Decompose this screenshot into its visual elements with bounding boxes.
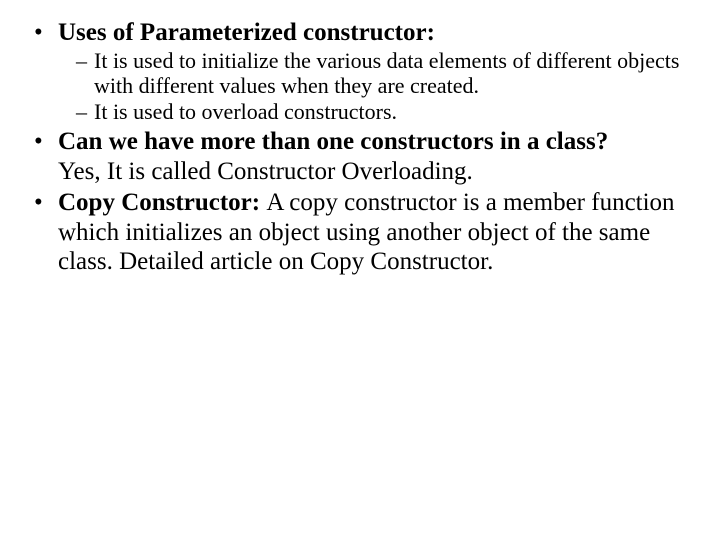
- bullet-body: Yes, It is called Constructor Overloadin…: [58, 158, 473, 185]
- sub-bullet-text: It is used to initialize the various dat…: [94, 48, 679, 99]
- bullet-heading: Uses of Parameterized constructor:: [58, 19, 435, 46]
- top-bullet-list: Uses of Parameterized constructor: It is…: [30, 18, 690, 277]
- bullet-uses-parameterized: Uses of Parameterized constructor: It is…: [30, 18, 690, 125]
- sub-bullet-text: It is used to overload constructors.: [94, 99, 397, 124]
- bullet-heading: Can we have more than one constructors i…: [58, 128, 608, 155]
- sub-bullet-list: It is used to initialize the various dat…: [58, 48, 690, 126]
- sub-bullet-overload: It is used to overload constructors.: [76, 99, 690, 125]
- sub-bullet-initialize: It is used to initialize the various dat…: [76, 48, 690, 100]
- bullet-multiple-constructors: Can we have more than one constructors i…: [30, 127, 690, 186]
- bullet-heading: Copy Constructor:: [58, 189, 266, 216]
- bullet-copy-constructor: Copy Constructor: A copy constructor is …: [30, 188, 690, 277]
- slide-body: Uses of Parameterized constructor: It is…: [0, 0, 720, 289]
